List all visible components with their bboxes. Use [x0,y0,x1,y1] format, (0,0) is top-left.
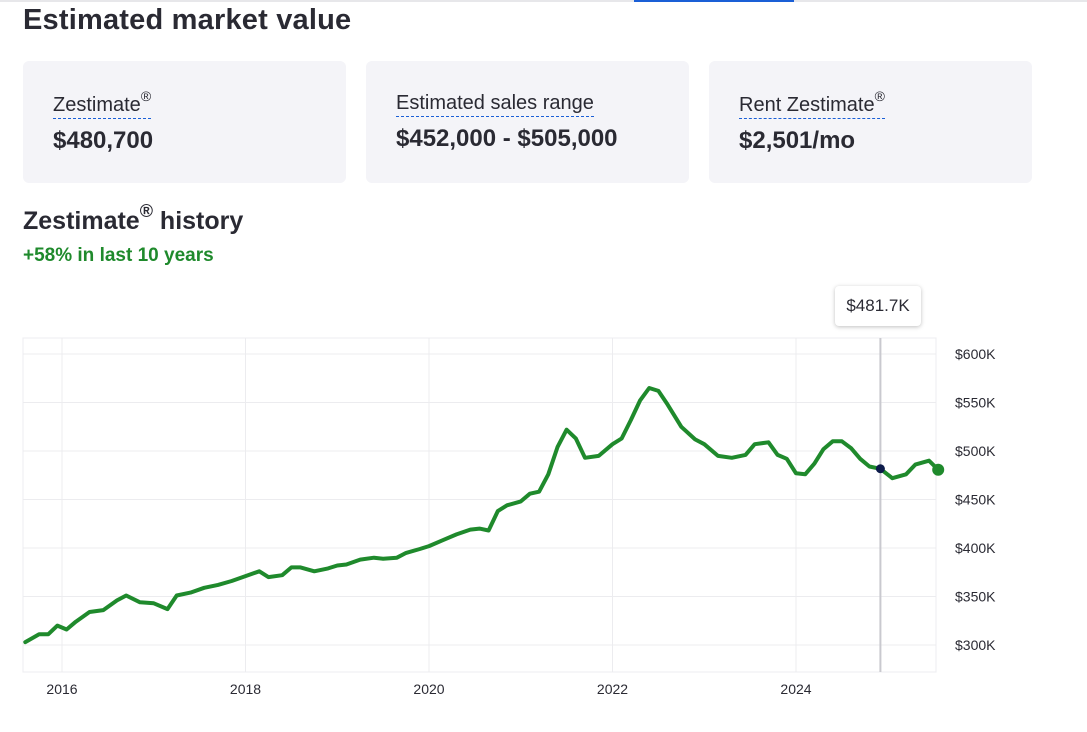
history-title-text: Zestimate [23,207,140,235]
history-title: Zestimate® history [23,202,244,236]
history-line [23,386,883,645]
top-divider [0,0,1087,2]
chart-frame [22,337,937,673]
registered-mark: ® [874,88,885,105]
rent-zestimate-value: $2,501/mo [739,127,856,154]
y-tick-label: $600K [955,346,996,362]
registered-mark: ® [139,200,153,221]
rent-zestimate-card: Rent Zestimate® $2,501/mo [709,61,1032,183]
x-tick-label: 2020 [413,681,444,697]
y-tick-label: $450K [955,492,996,508]
chart-series [23,338,945,672]
active-tab-indicator [634,0,794,2]
current-value-point [932,463,945,476]
chart-grid [22,337,937,673]
forecast-line [878,458,941,481]
history-change: +58% in last 10 years [23,245,214,266]
zestimate-card: Zestimate® $480,700 [23,61,346,183]
rent-zestimate-label[interactable]: Rent Zestimate® [739,89,885,119]
x-tick-label: 2022 [597,681,628,697]
zestimate-history-chart[interactable]: $600K $550K $500K $450K $400K $350K $300K 2016… [0,330,1087,732]
zestimate-label-text: Zestimate [53,94,141,116]
zestimate-value: $480,700 [53,127,154,154]
y-tick-label: $500K [955,443,996,459]
sales-range-card: Estimated sales range $452,000 - $505,00… [366,61,689,183]
page-title: Estimated market value [23,4,352,36]
x-tick-label: 2016 [46,681,77,697]
y-tick-label: $550K [955,395,996,411]
y-tick-label: $300K [955,637,996,653]
chart-y-axis: $600K $550K $500K $450K $400K $350K $300K [955,346,996,653]
sales-range-label[interactable]: Estimated sales range [396,91,594,117]
chart-tooltip: $481.7K [835,286,921,326]
history-title-suffix: history [152,207,244,235]
rent-zestimate-label-text: Rent Zestimate [739,94,875,116]
registered-mark: ® [140,88,152,105]
y-tick-label: $400K [955,540,996,556]
sales-range-value: $452,000 - $505,000 [396,125,618,152]
hover-point [875,464,885,474]
x-tick-label: 2018 [230,681,261,697]
zestimate-label[interactable]: Zestimate® [53,89,152,119]
chart-x-axis: 2016 2018 2020 2022 2024 [46,681,811,697]
x-tick-label: 2024 [780,681,811,697]
y-tick-label: $350K [955,589,996,605]
